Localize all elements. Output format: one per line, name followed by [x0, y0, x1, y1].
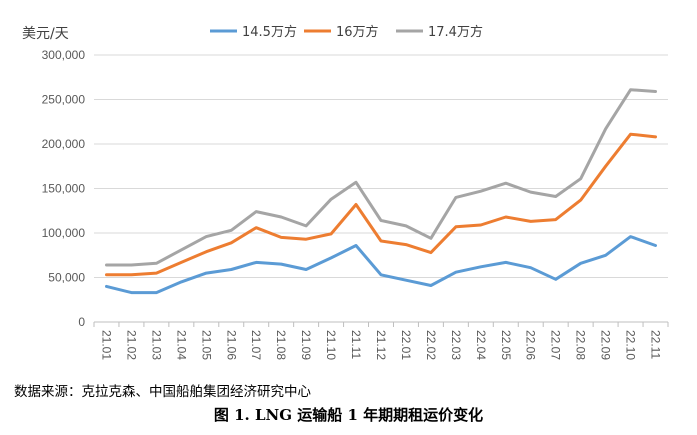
x-tick-label: 22.04 [474, 330, 488, 360]
x-tick-label: 22.01 [399, 330, 413, 360]
y-tick-label: 100,000 [42, 226, 86, 240]
legend: 14.5万方 16万方 17.4万方 [210, 24, 483, 40]
legend-label: 16万方 [336, 24, 379, 40]
y-tick-label: 300,000 [42, 48, 86, 62]
y-axis-label: 美元/天 [22, 26, 69, 42]
x-tick-label: 21.01 [99, 330, 113, 360]
x-tick-label: 22.09 [599, 330, 613, 360]
x-tick-label: 22.08 [574, 330, 588, 360]
x-tick-label: 21.09 [299, 330, 313, 360]
series-line [105, 132, 657, 277]
y-tick-label: 150,000 [42, 182, 86, 196]
x-tick-label: 22.03 [449, 330, 463, 360]
source-note: 数据来源：克拉克森、中国船舶集团经济研究中心 [14, 384, 311, 400]
x-tick-label: 22.02 [424, 330, 438, 360]
x-tick-label: 21.06 [224, 330, 238, 360]
x-tick-label: 22.06 [524, 330, 538, 360]
x-tick-label: 22.05 [499, 330, 513, 360]
x-tick-label: 22.11 [649, 330, 663, 359]
x-tick-label: 21.05 [199, 330, 213, 360]
x-tick-label: 21.12 [374, 330, 388, 360]
x-tick-label: 21.03 [149, 330, 163, 360]
y-tick-label: 0 [78, 315, 85, 329]
y-tick-label: 200,000 [42, 137, 86, 151]
y-tick-label: 50,000 [48, 271, 85, 285]
figure-caption: 图 1. LNG 运输船 1 年期期租运价变化 [213, 406, 484, 424]
series-lines [105, 88, 657, 295]
series-line [105, 88, 657, 267]
x-tick-label: 21.11 [349, 330, 363, 359]
x-tick-label: 21.04 [174, 330, 188, 360]
x-tick-label: 21.02 [124, 330, 138, 360]
x-tick-label: 22.07 [549, 330, 563, 360]
legend-label: 14.5万方 [242, 24, 297, 40]
x-axis [93, 321, 669, 327]
x-tick-label: 21.07 [249, 330, 263, 360]
line-chart: 0 50,000 100,000 150,000 200,000 250,000 300,0… [22, 24, 669, 360]
gridlines [94, 54, 668, 278]
legend-label: 17.4万方 [428, 24, 483, 40]
x-axis-ticks: 21.01 21.02 21.03 21.04 21.05 21.06 21.07 21.08… [99, 330, 662, 360]
y-axis-ticks: 0 50,000 100,000 150,000 200,000 250,000 300,0… [42, 48, 86, 329]
series-line [105, 235, 657, 295]
y-tick-label: 250,000 [42, 93, 86, 107]
x-tick-label: 21.10 [324, 330, 338, 360]
x-tick-label: 22.10 [624, 330, 638, 360]
x-tick-label: 21.08 [274, 330, 288, 360]
